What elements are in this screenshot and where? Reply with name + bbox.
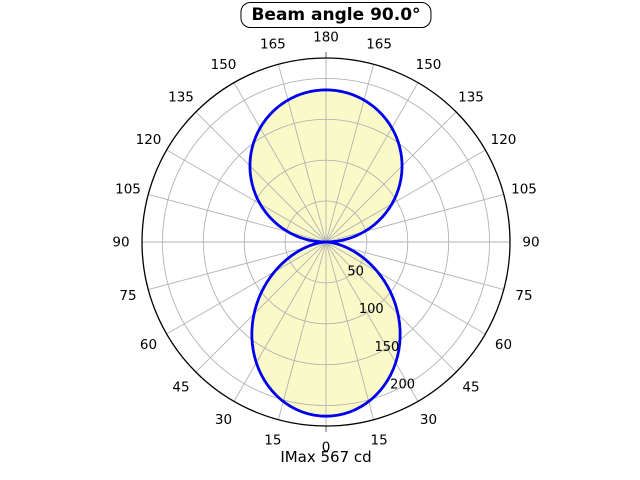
angle-label-left-15: 15 [264,433,281,449]
angle-label-left-135: 135 [168,90,194,106]
angle-label-right-150: 150 [416,57,442,73]
grid-spoke-75 [325,193,504,243]
grid-spoke-195 [277,241,327,420]
intensity-curve-upper-lobe [248,88,404,244]
angle-label-right-135: 135 [458,90,484,106]
outer-ring [141,57,511,427]
angle-label-0: 0 [322,440,331,456]
grid-spoke-45 [325,111,457,243]
grid-spoke-15 [325,64,375,243]
intensity-curve-lower-lobe [250,240,402,418]
angle-label-left-45: 45 [172,380,189,396]
grid-spoke-225 [195,241,327,373]
angle-label-right-120: 120 [491,132,517,148]
radial-label-100: 100 [359,302,384,317]
angle-label-left-105: 105 [115,182,141,198]
grid-spoke-315 [195,111,327,243]
grid-spoke-210 [233,241,327,402]
grid-spoke-255 [148,241,327,291]
chart-title: Beam angle 90.0° [240,2,432,28]
angle-label-right-45: 45 [462,380,479,396]
angle-label-right-60: 60 [495,337,512,353]
angle-label-right-90: 90 [522,235,539,251]
angle-label-right-75: 75 [515,288,532,304]
angle-label-right-105: 105 [511,182,537,198]
angle-label-left-75: 75 [119,288,136,304]
angle-label-left-90: 90 [112,235,129,251]
angle-label-left-165: 165 [260,37,286,53]
grid-spoke-165 [325,241,375,420]
angle-label-180: 180 [313,30,339,46]
grid-spoke-330 [233,82,327,243]
grid-spoke-105 [325,241,504,291]
radial-label-150: 150 [374,340,399,355]
grid-spoke-240 [166,241,327,335]
radial-label-200: 200 [390,378,415,393]
grid-spoke-285 [148,193,327,243]
grid-spoke-135 [325,241,457,373]
grid-spoke-150 [325,241,419,402]
angle-label-right-30: 30 [420,412,437,428]
angle-label-right-165: 165 [366,37,392,53]
angle-label-left-60: 60 [140,337,157,353]
angle-label-left-120: 120 [136,132,162,148]
grid-spoke-60 [325,149,486,243]
grid-spoke-345 [277,64,327,243]
grid-spoke-300 [166,149,327,243]
angle-label-right-15: 15 [371,433,388,449]
angle-label-left-30: 30 [215,412,232,428]
radial-label-50: 50 [347,264,364,279]
grid-spoke-30 [325,82,419,243]
angle-label-left-150: 150 [211,57,237,73]
imax-caption: IMax 567 cd [280,448,372,466]
grid-spoke-120 [325,241,486,335]
